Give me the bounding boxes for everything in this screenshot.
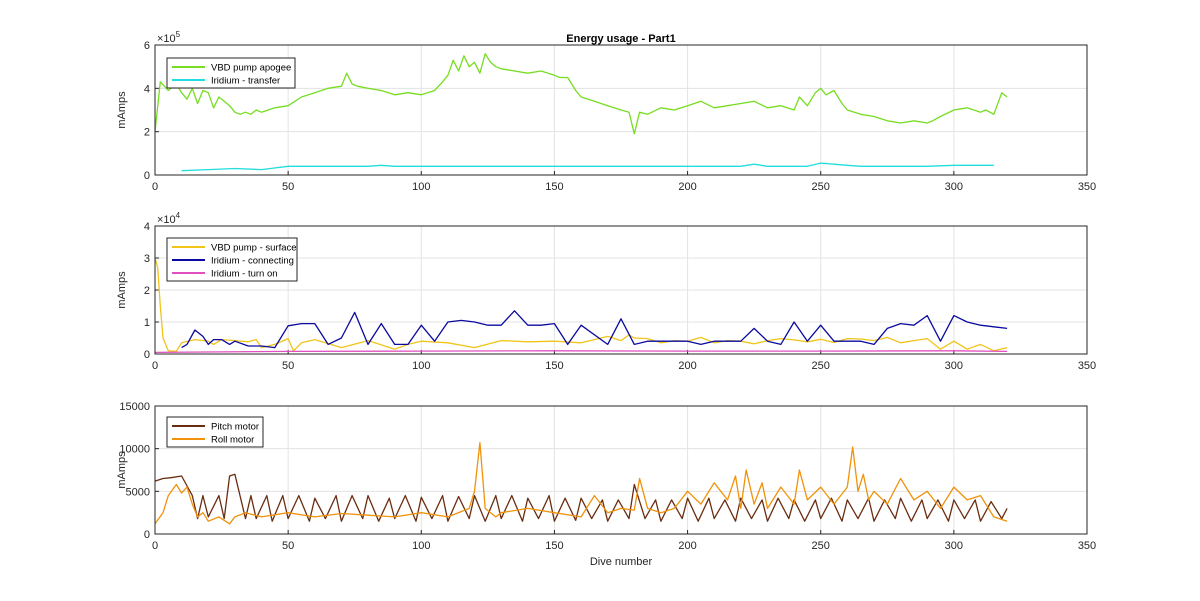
x-tick-label: 350 [1078,360,1096,372]
y-axis-label: mAmps [116,271,128,309]
y-tick-label: 15000 [119,401,150,413]
y-tick-label: 0 [144,529,150,541]
plot-area [155,406,1087,534]
x-tick-label: 300 [945,540,963,552]
y-exponent-label: ×105 [157,30,181,45]
x-axis-label: Dive number [590,556,653,568]
x-tick-label: 150 [545,360,563,372]
x-tick-label: 250 [812,360,830,372]
axes-frame [154,225,1088,355]
y-tick-label: 5000 [126,486,150,498]
axes-frame [154,44,1088,176]
series-line-iridium-turn-on [154,350,1008,354]
legend-box [166,57,296,89]
x-tick-label: 100 [412,540,430,552]
legend-entry: VBD pump - surface [211,243,297,254]
y-tick-label: 1 [144,317,150,329]
x-tick-label: 350 [1078,540,1096,552]
x-tick-label: 250 [812,181,830,193]
legend-entry: Iridium - connecting [211,256,294,267]
series-line-iridium-transfer [181,162,994,172]
legend-entry: Roll motor [211,435,254,446]
series-line-roll-motor [154,442,1008,525]
x-tick-label: 200 [678,181,696,193]
series-line-iridium-connecting [181,310,1008,349]
legend-entry: VBD pump apogee [211,63,291,74]
y-axis-label: mAmps [116,451,128,489]
x-tick-label: 100 [412,181,430,193]
x-tick-label: 250 [812,540,830,552]
x-tick-label: 300 [945,181,963,193]
y-axis-label: mAmps [116,91,128,129]
figure-title: Energy usage - Part1 [566,33,675,45]
legend: VBD pump apogee Iridium - transfer [166,57,296,89]
legend-entry: Pitch motor [211,422,259,433]
legend-entry: Iridium - turn on [211,269,278,280]
y-tick-label: 0 [144,349,150,361]
x-tick-label: 300 [945,360,963,372]
x-tick-label: 0 [152,360,158,372]
axes-frame [154,405,1088,535]
x-tick-label: 0 [152,181,158,193]
x-tick-label: 350 [1078,181,1096,193]
axes-pitch-roll-motor: 0 50 100 150 200 250 300 350 0 5000 10000 15000 mAmp… [116,401,1096,552]
x-tick-label: 150 [545,181,563,193]
y-tick-label: 2 [144,127,150,139]
legend-entry: Iridium - transfer [211,76,280,87]
x-tick-label: 200 [678,360,696,372]
x-tick-label: 150 [545,540,563,552]
legend: Pitch motor Roll motor [166,416,264,448]
x-tick-label: 0 [152,540,158,552]
x-tick-label: 50 [282,181,294,193]
y-tick-label: 6 [144,40,150,52]
x-tick-label: 50 [282,360,294,372]
axes-vbd-iridium-transfer: 0 50 100 150 200 250 300 350 0 2 4 6 ×105 mAmps VBD pu… [116,30,1096,193]
y-tick-label: 10000 [119,444,150,456]
x-tick-label: 200 [678,540,696,552]
x-tick-label: 50 [282,540,294,552]
axes-vbd-surface-iridium: 0 50 100 150 200 250 300 350 0 1 2 3 4 ×104 mAmps VBD p… [116,211,1096,372]
y-exponent-label: ×104 [157,211,181,226]
y-tick-label: 4 [144,221,150,233]
y-tick-label: 4 [144,83,150,95]
legend-box [166,416,264,448]
series-line-pitch-motor [154,473,1008,522]
legend: VBD pump - surface Iridium - connecting Ir… [166,237,298,282]
y-tick-label: 0 [144,170,150,182]
series-line-vbd-pump-apogee [154,53,1008,135]
series-line-vbd-pump-surface [154,257,1008,353]
y-tick-label: 3 [144,253,150,265]
x-tick-label: 100 [412,360,430,372]
y-tick-label: 2 [144,285,150,297]
